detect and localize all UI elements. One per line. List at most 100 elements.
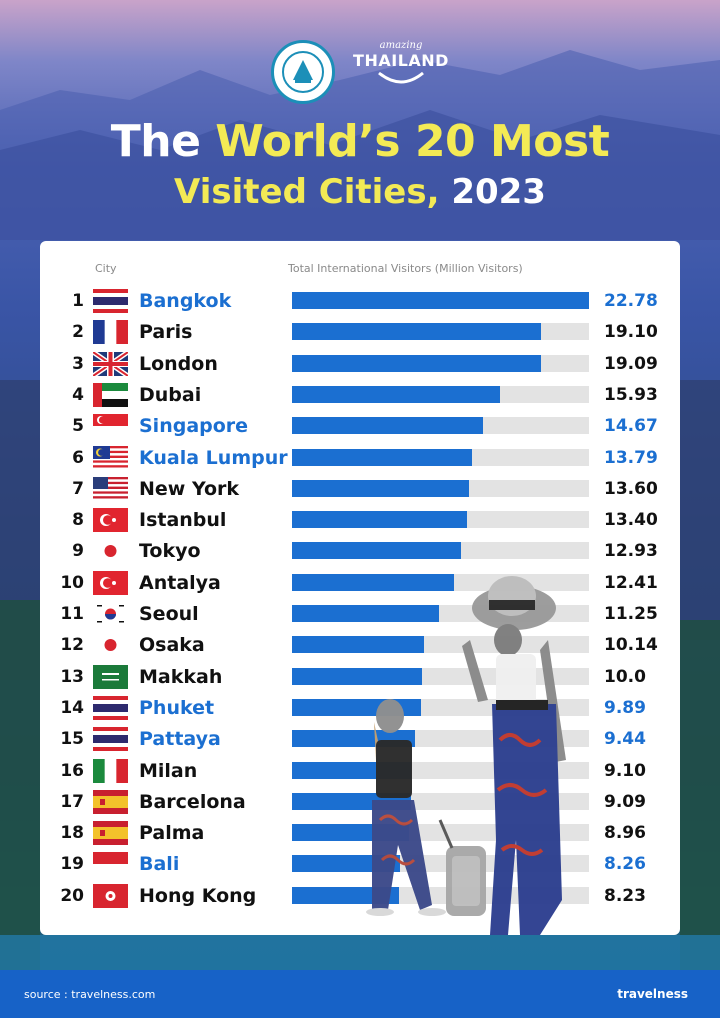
- turkey-flag-icon: [93, 508, 128, 533]
- value-label: 12.93: [604, 541, 658, 562]
- logo-amazing-text: amazing: [379, 40, 423, 51]
- logo-thailand-text: THAILAND: [353, 51, 449, 70]
- page-title-line-2: Visited Cities, 2023: [0, 172, 720, 212]
- singapore-flag-icon: [93, 414, 128, 439]
- column-header-city: City: [95, 262, 117, 275]
- ranking-row: 17 Barcelona 9.09: [40, 788, 680, 816]
- city-label: New York: [139, 477, 240, 500]
- bar-track: [292, 573, 589, 591]
- bar-track: [292, 824, 589, 842]
- uae-flag-icon: [93, 382, 128, 407]
- value-label: 22.78: [604, 291, 658, 311]
- rank-number: 10: [60, 572, 84, 593]
- rank-number: 16: [60, 760, 84, 781]
- rank-number: 5: [72, 416, 84, 437]
- rank-number: 1: [72, 291, 84, 311]
- bar-track: [292, 792, 589, 810]
- city-label: London: [139, 352, 218, 375]
- thailand-flag-icon: [93, 727, 128, 752]
- value-label: 8.96: [604, 823, 646, 844]
- rank-number: 15: [60, 729, 84, 750]
- value-label: 13.40: [604, 510, 658, 531]
- thailand-flag-icon: [93, 695, 128, 720]
- bar-track: [292, 855, 589, 873]
- rank-number: 4: [72, 384, 84, 405]
- spain-flag-icon: [93, 789, 128, 814]
- rank-number: 6: [72, 447, 84, 468]
- south-korea-flag-icon: [93, 602, 128, 626]
- bar-track: [292, 448, 589, 466]
- visitor-bar: [292, 886, 400, 904]
- thailand-flag-icon: [93, 289, 128, 313]
- ranking-row: 7 New York 13.60: [40, 475, 680, 503]
- visitor-bar: [292, 855, 400, 873]
- city-label: Barcelona: [139, 790, 246, 813]
- value-label: 19.09: [604, 353, 658, 374]
- value-label: 14.67: [604, 416, 658, 437]
- visitor-bar: [292, 511, 467, 529]
- rank-number: 7: [72, 478, 84, 499]
- value-label: 10.14: [604, 635, 658, 656]
- visitor-bar: [292, 792, 411, 810]
- value-label: 10.0: [604, 666, 646, 687]
- value-label: 19.10: [604, 322, 658, 343]
- city-label: Singapore: [139, 415, 249, 438]
- ranking-row: 1 Bangkok 22.78: [40, 287, 680, 315]
- rank-number: 2: [72, 322, 84, 343]
- visitor-bar: [292, 448, 472, 466]
- bar-track: [292, 730, 589, 748]
- smile-swoosh-icon: [378, 71, 424, 84]
- visitor-bar: [292, 323, 542, 341]
- value-label: 12.41: [604, 572, 658, 593]
- bar-track: [292, 761, 589, 779]
- column-header-total: Total International Visitors (Million Vi…: [288, 262, 523, 275]
- bar-track: [292, 698, 589, 716]
- rank-number: 11: [60, 604, 84, 624]
- rank-number: 14: [60, 697, 84, 718]
- city-label: Pattaya: [139, 728, 221, 751]
- page-title-line-1: The World’s 20 Most: [0, 116, 720, 167]
- footer: source : travelness.com travelness: [0, 970, 720, 1018]
- visitor-bar: [292, 605, 439, 622]
- value-label: 11.25: [604, 604, 658, 624]
- rank-number: 18: [60, 823, 84, 844]
- visitor-bar: [292, 292, 589, 309]
- ranking-row: 9 Tokyo 12.93: [40, 537, 680, 565]
- ranking-row: 15 Pattaya 9.44: [40, 725, 680, 753]
- bar-track: [292, 479, 589, 497]
- rank-number: 3: [72, 353, 84, 374]
- value-label: 9.44: [604, 729, 646, 750]
- bar-track: [292, 886, 589, 904]
- visitor-bar: [292, 573, 454, 591]
- travelness-brand: travelness: [617, 987, 688, 1001]
- bar-track: [292, 417, 589, 435]
- visitor-bar: [292, 479, 470, 497]
- value-label: 9.89: [604, 697, 646, 718]
- city-label: Hong Kong: [139, 884, 257, 907]
- visitor-bar: [292, 824, 409, 842]
- indonesia-flag-icon: [93, 852, 128, 877]
- visitor-bar: [292, 667, 423, 685]
- value-label: 15.93: [604, 384, 658, 405]
- ranking-row: 16 Milan 9.10: [40, 757, 680, 785]
- value-label: 13.60: [604, 478, 658, 499]
- bar-track: [292, 667, 589, 685]
- ranking-row: 10 Antalya 12.41: [40, 569, 680, 597]
- bar-track: [292, 292, 589, 309]
- city-label: Paris: [139, 321, 193, 344]
- malaysia-flag-icon: [93, 445, 128, 470]
- ranking-row: 2 Paris 19.10: [40, 318, 680, 346]
- ranking-row: 11 Seoul 11.25: [40, 600, 680, 628]
- visitor-bar: [292, 354, 541, 372]
- city-label: Tokyo: [139, 540, 201, 563]
- city-label: Bangkok: [139, 290, 232, 312]
- rank-number: 19: [60, 854, 84, 875]
- title-subhighlight: Visited Cities,: [174, 172, 452, 212]
- saudi-arabia-flag-icon: [93, 664, 128, 689]
- visitor-bar: [292, 385, 500, 403]
- ranking-row: 3 London 19.09: [40, 350, 680, 378]
- visitor-bar: [292, 698, 421, 716]
- value-label: 8.23: [604, 885, 646, 906]
- ranking-card: City Total International Visitors (Milli…: [40, 241, 680, 935]
- header: amazing THAILAND The World’s 20 Most Vis…: [0, 0, 720, 240]
